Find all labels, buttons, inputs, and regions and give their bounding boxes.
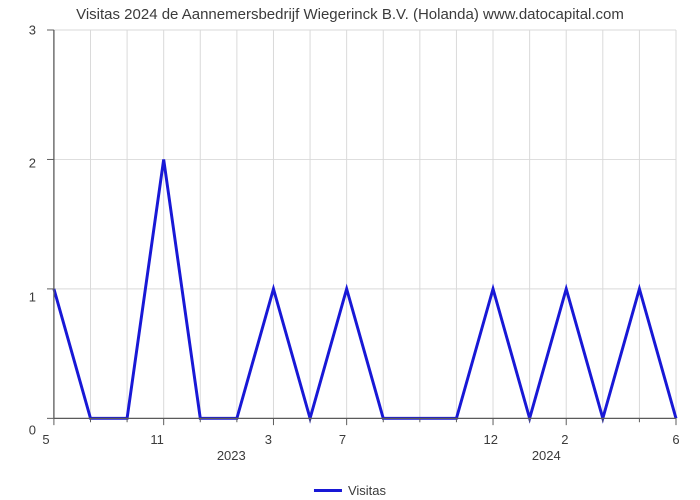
x-tick-label: 5 xyxy=(42,432,49,447)
legend-label: Visitas xyxy=(348,483,386,498)
y-tick-label: 0 xyxy=(29,423,36,438)
visits-line-chart: Visitas 2024 de Aannemersbedrijf Wiegeri… xyxy=(0,0,700,500)
y-tick-label: 3 xyxy=(29,23,36,38)
y-tick-label: 1 xyxy=(29,289,36,304)
x-tick-label: 11 xyxy=(150,432,164,447)
plot-area xyxy=(46,30,676,430)
y-axis-ticks: 0123 xyxy=(0,30,46,430)
x-tick-label: 12 xyxy=(483,432,497,447)
x-year-label: 2023 xyxy=(217,448,246,463)
x-tick-label: 7 xyxy=(339,432,346,447)
y-tick-label: 2 xyxy=(29,156,36,171)
x-year-label: 2024 xyxy=(532,448,561,463)
plot-svg xyxy=(46,30,676,430)
legend-swatch xyxy=(314,489,342,492)
chart-title: Visitas 2024 de Aannemersbedrijf Wiegeri… xyxy=(0,6,700,23)
legend: Visitas xyxy=(314,483,386,498)
x-tick-label: 6 xyxy=(672,432,679,447)
x-tick-label: 3 xyxy=(265,432,272,447)
x-tick-label: 2 xyxy=(561,432,568,447)
x-axis-year-labels: 2023 2024 xyxy=(46,448,676,468)
